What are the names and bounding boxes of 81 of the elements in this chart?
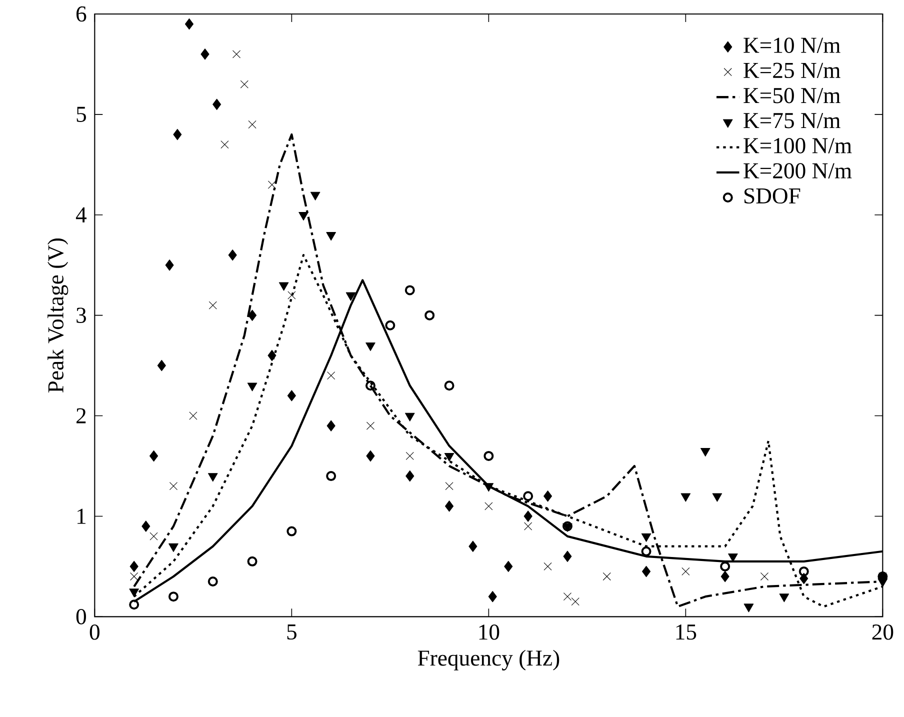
point [310, 192, 320, 201]
point [445, 500, 454, 512]
point [208, 473, 218, 482]
x-tick-label: 0 [90, 624, 100, 640]
y-tick-label: 6 [76, 6, 86, 22]
point [444, 380, 454, 391]
point [524, 510, 532, 522]
y-tick-label: 1 [78, 508, 86, 524]
point [228, 250, 237, 261]
x-tick-label: 20 [872, 624, 894, 640]
point [406, 470, 414, 482]
point [366, 342, 376, 352]
point [366, 450, 375, 462]
legend-label: K=75 N/m [744, 113, 840, 128]
point [468, 540, 478, 552]
point [168, 544, 178, 552]
point [700, 448, 710, 457]
point [326, 420, 336, 432]
legend-label: K=200 N/m [744, 163, 852, 179]
point [184, 18, 194, 30]
point [129, 588, 139, 598]
point [504, 561, 513, 572]
y-tick-label: 3 [76, 308, 86, 324]
point [365, 380, 376, 391]
point [404, 285, 415, 296]
point [484, 483, 494, 492]
x-axis-title: Frequency (Hz) [418, 650, 560, 671]
y-tick-label: 2 [76, 408, 86, 424]
point [130, 561, 138, 572]
y-tick-label: 4 [76, 208, 86, 223]
point [744, 604, 754, 612]
legend-label: K=50 N/m [744, 88, 840, 104]
point [404, 413, 415, 422]
point [484, 451, 494, 462]
point [208, 576, 218, 587]
point [642, 566, 651, 578]
y-tick-label: 0 [76, 609, 86, 624]
point [286, 526, 297, 536]
point [346, 292, 356, 302]
point [641, 546, 652, 557]
point [212, 98, 222, 110]
point [248, 310, 257, 322]
legend-label: K=25 N/m [744, 62, 840, 78]
point [247, 382, 258, 392]
point [200, 48, 210, 60]
point [523, 491, 534, 502]
legend-label: K=100 N/m [744, 138, 852, 154]
point [326, 471, 336, 482]
y-axis-title: Peak Voltage (V) [48, 238, 68, 393]
point [444, 453, 454, 462]
x-tick-label: 10 [479, 624, 500, 640]
point [268, 350, 276, 362]
point [424, 310, 435, 320]
point [173, 129, 182, 140]
point [142, 520, 150, 532]
point [278, 282, 289, 291]
point [544, 490, 552, 502]
point [680, 493, 691, 502]
point [385, 320, 396, 331]
point [298, 212, 308, 221]
point [720, 562, 730, 572]
point [720, 571, 730, 582]
y-tick-label: 5 [76, 107, 86, 122]
point [326, 232, 336, 241]
point [157, 360, 166, 372]
point [712, 493, 722, 502]
point [641, 534, 652, 542]
point [488, 591, 497, 602]
x-tick-label: 5 [287, 624, 296, 640]
point [779, 594, 790, 602]
point [129, 600, 140, 610]
point [150, 450, 158, 462]
point [168, 592, 178, 602]
legend-label: SDOF [744, 188, 800, 204]
point [165, 260, 174, 271]
point [563, 550, 572, 562]
point [798, 566, 809, 577]
legend-label: K=10 N/m [744, 38, 840, 54]
x-tick-label: 15 [676, 624, 696, 640]
point [287, 390, 296, 402]
point [247, 556, 258, 567]
